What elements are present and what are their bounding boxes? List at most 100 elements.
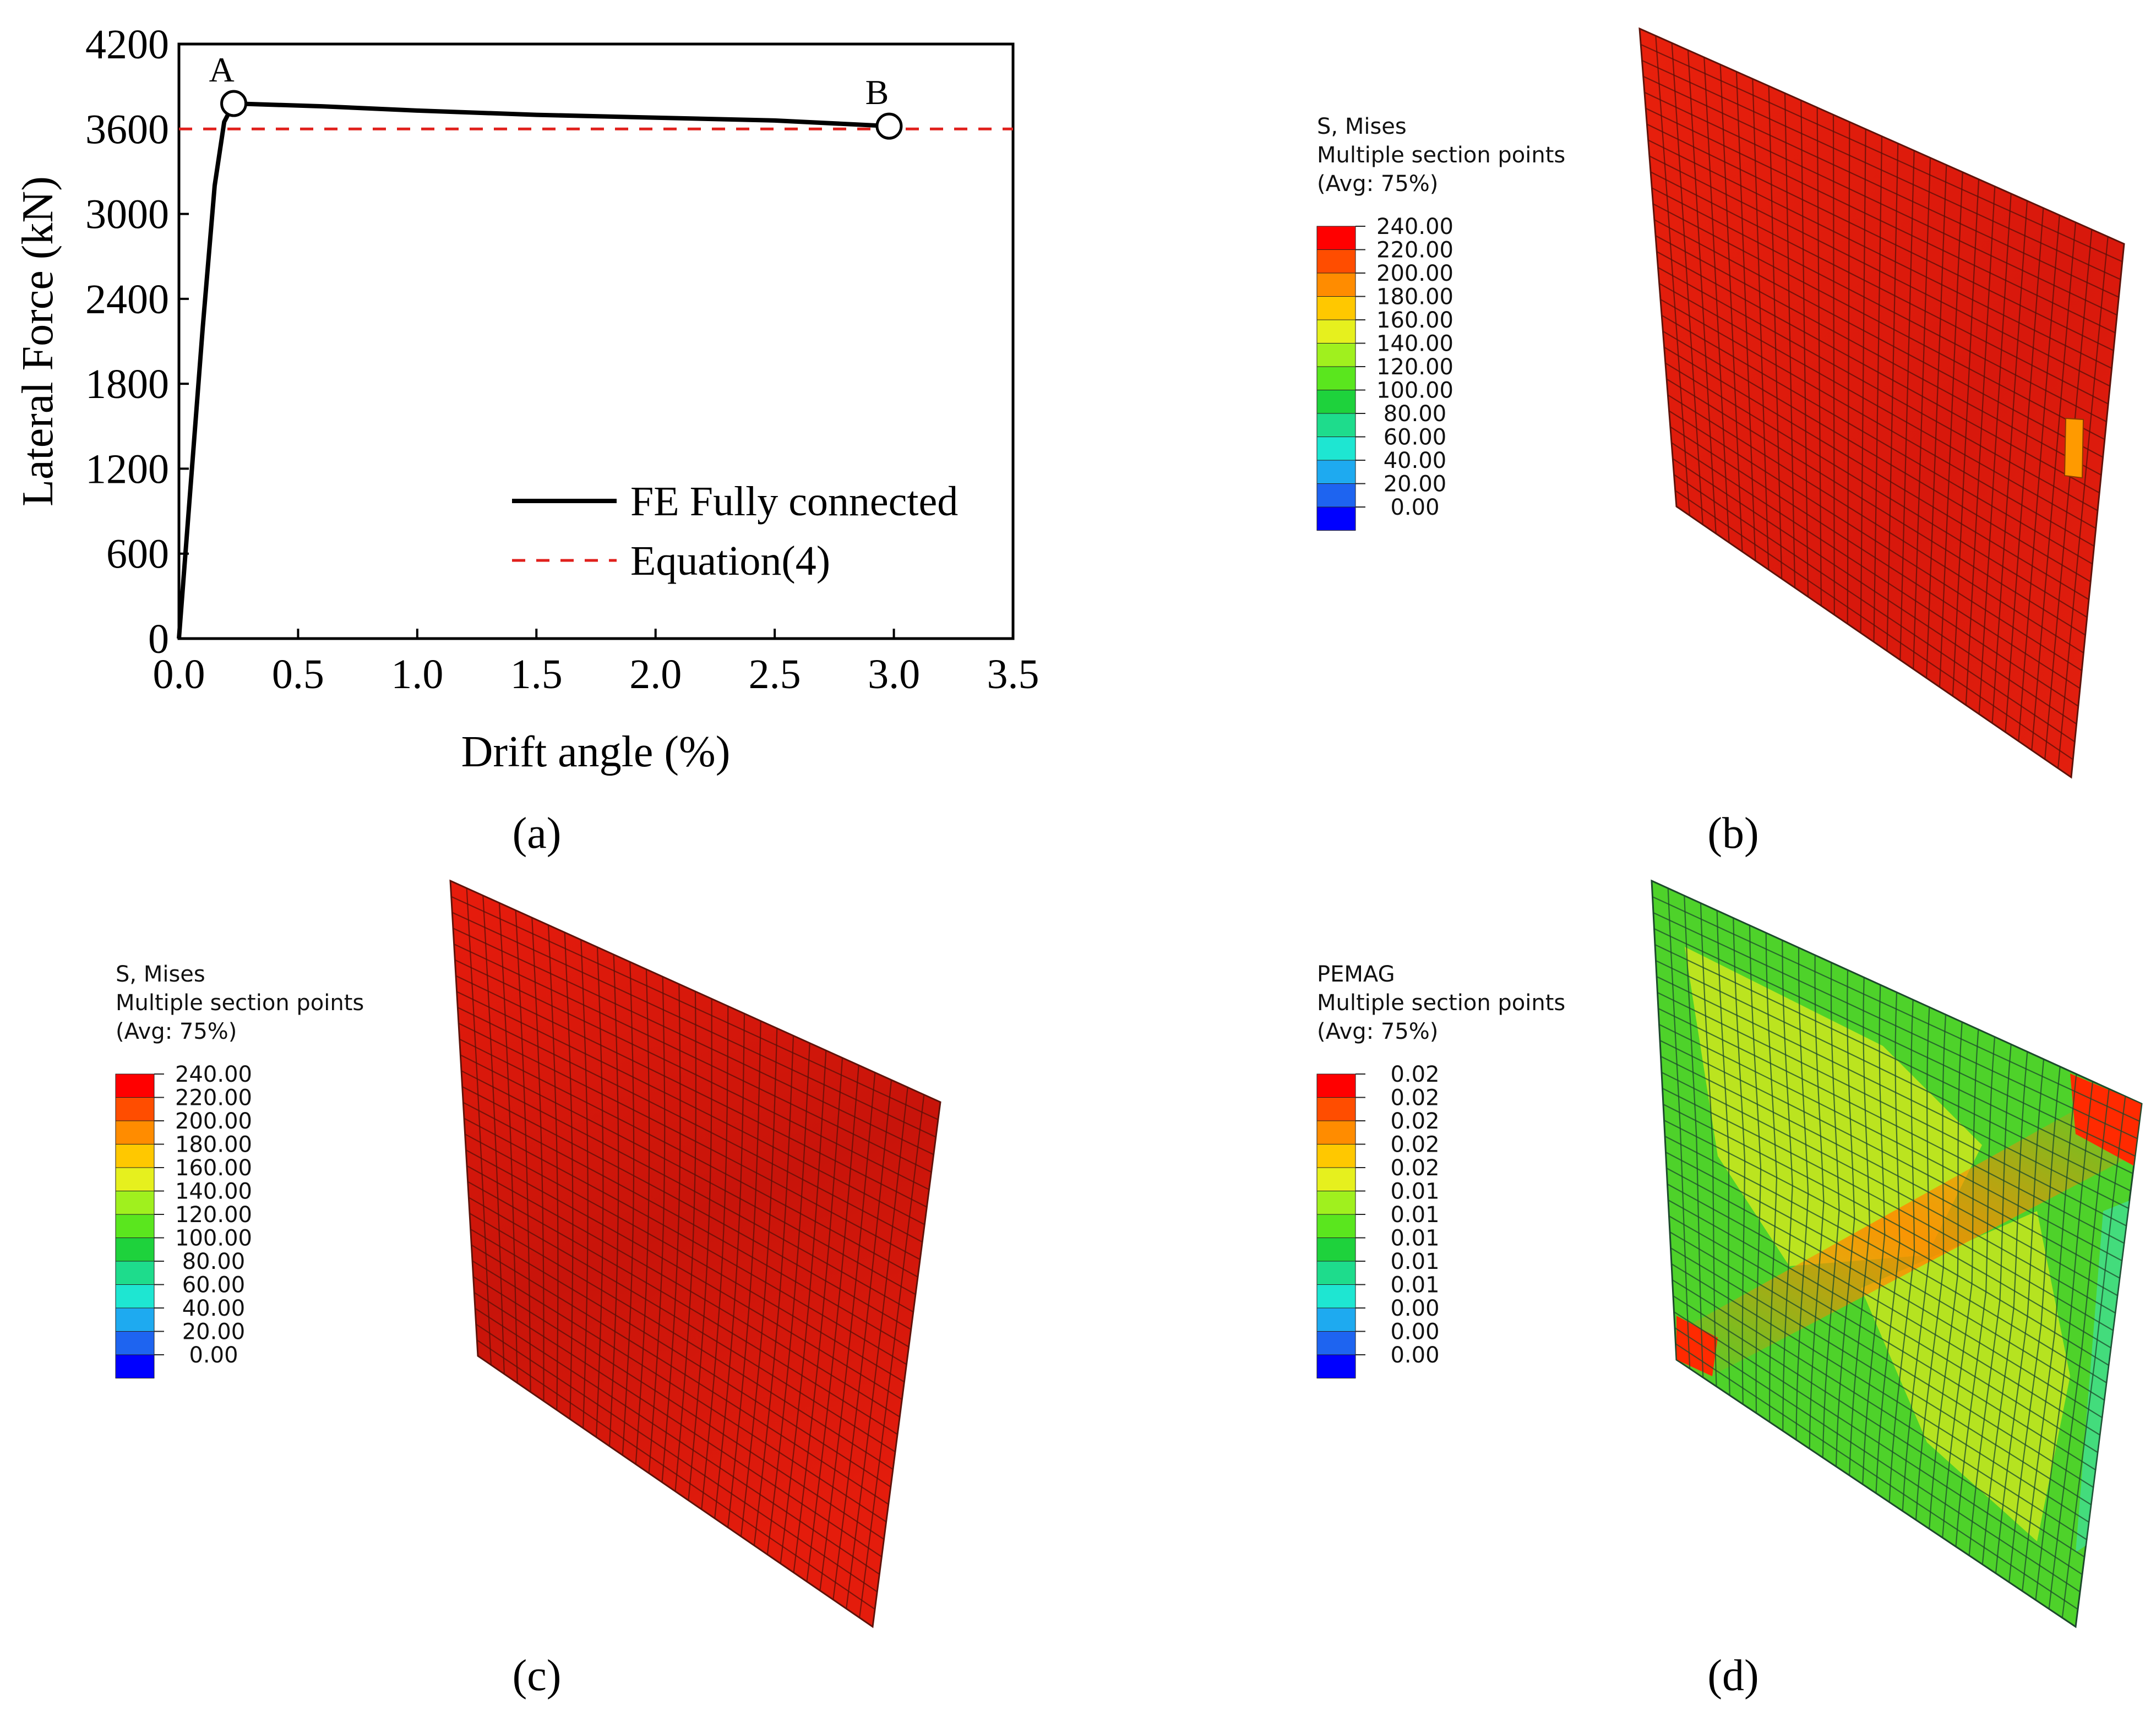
mesh-line-horizontal <box>470 1228 891 1487</box>
mesh-line-horizontal <box>1642 59 2121 280</box>
mesh-line-horizontal <box>460 1054 916 1295</box>
mesh-line-horizontal <box>472 1260 887 1523</box>
legend-swatch <box>1316 483 1356 508</box>
mesh-line-horizontal <box>1648 139 2113 369</box>
mesh-line-horizontal <box>1675 1343 2078 1610</box>
legend-swatch <box>1316 437 1356 461</box>
mesh-line-horizontal <box>465 1133 905 1383</box>
mesh-line-horizontal <box>1670 1247 2092 1506</box>
point-marker-b <box>875 112 903 140</box>
legend-swatch <box>115 1191 155 1215</box>
mesh-plate-d <box>1651 879 2143 1628</box>
mesh-line-horizontal <box>1667 394 2084 653</box>
mesh-line-horizontal <box>1649 155 2110 387</box>
legend-swatch <box>1316 296 1356 320</box>
legend-swatch <box>1316 1167 1356 1191</box>
yield-spot-b <box>2064 417 2084 479</box>
x-tick-label: 1.0 <box>391 651 443 697</box>
legend-value: 80.00 <box>1384 401 1447 427</box>
legend-value: 0.00 <box>1390 495 1439 520</box>
contour-legend-c: S, Mises Multiple section points (Avg: 75%… <box>115 962 364 1378</box>
legend-swatch <box>1316 460 1356 484</box>
mesh-line-horizontal <box>1653 203 2105 440</box>
legend-value: 160.00 <box>175 1155 252 1181</box>
mesh-line-horizontal <box>1657 267 2098 511</box>
mesh-line-horizontal <box>465 1149 902 1400</box>
legend-value: 0.00 <box>1390 1320 1439 1345</box>
mesh-line-horizontal <box>473 1291 883 1557</box>
mesh-line-horizontal <box>466 1165 900 1418</box>
y-tick-label: 0 <box>148 616 169 662</box>
mesh-line-horizontal <box>456 991 925 1225</box>
mesh-line-horizontal <box>1639 28 2125 245</box>
mesh-line-horizontal <box>450 880 941 1103</box>
legend-title-line: S, Mises <box>116 962 205 987</box>
mesh-line-horizontal <box>1661 314 2093 565</box>
mesh-line-horizontal <box>476 1339 875 1610</box>
x-tick-label: 3.0 <box>868 651 920 697</box>
y-axis-ticks: 0 600 1200 1800 2400 3000 3600 4200 <box>85 21 189 662</box>
y-tick-label: 1800 <box>85 361 169 407</box>
legend-swatch <box>115 1261 155 1285</box>
mesh-line-horizontal <box>461 1070 914 1313</box>
legend-swatch <box>1316 226 1356 250</box>
legend-value: 160.00 <box>1376 308 1453 333</box>
mesh-line-horizontal <box>1666 1168 2103 1418</box>
y-tick-label: 3000 <box>85 192 169 238</box>
mesh-line-horizontal <box>1654 928 2136 1157</box>
mesh-grid-d <box>1651 880 2143 1627</box>
mesh-line-horizontal <box>454 959 929 1190</box>
mesh-line-horizontal <box>1664 346 2089 600</box>
mesh-line-horizontal <box>1674 1327 2081 1593</box>
mesh-line-horizontal <box>1651 880 2142 1105</box>
legend-value: 0.00 <box>1390 1343 1439 1368</box>
legend-value: 0.02 <box>1390 1086 1439 1111</box>
legend-value: 0.01 <box>1390 1179 1439 1204</box>
mesh-line-horizontal <box>1643 75 2119 298</box>
panel-c-contour: S, Mises Multiple section points (Avg: 75%… <box>115 879 941 1700</box>
mesh-line-horizontal <box>1645 107 2116 334</box>
mesh-line-horizontal <box>1675 490 2073 760</box>
mesh-line-horizontal <box>1664 1120 2109 1366</box>
y-tick-label: 4200 <box>85 21 169 68</box>
legend-swatch <box>115 1120 155 1144</box>
legend-value: 220.00 <box>175 1086 252 1111</box>
legend-swatch <box>1316 1238 1356 1262</box>
x-tick-label: 1.5 <box>510 651 563 697</box>
legend-swatch <box>115 1284 155 1309</box>
legend-value: 180.00 <box>175 1132 252 1158</box>
mesh-line-horizontal <box>1659 1040 2120 1279</box>
mesh-plate-c <box>449 879 941 1628</box>
mesh-line-horizontal <box>1660 1056 2118 1296</box>
legend-value: 140.00 <box>175 1179 252 1204</box>
mesh-line-horizontal <box>1665 1152 2105 1401</box>
legend-swatch <box>1316 272 1356 297</box>
legend-value: 140.00 <box>1376 331 1453 357</box>
legend-value: 120.00 <box>175 1202 252 1228</box>
y-tick-label: 2400 <box>85 276 169 323</box>
mesh-line-horizontal <box>464 1118 907 1365</box>
mesh-grid-b <box>1638 28 2125 778</box>
mesh-line-horizontal <box>1656 960 2131 1192</box>
mesh-line-horizontal <box>1662 330 2091 582</box>
mesh-line-horizontal <box>1659 282 2097 529</box>
legend-value: 220.00 <box>1376 238 1453 263</box>
legend-value: 0.01 <box>1390 1226 1439 1251</box>
mesh-line-horizontal <box>451 912 937 1138</box>
y-tick-label: 1200 <box>85 446 169 492</box>
mesh-line-horizontal <box>1644 91 2117 316</box>
panel-label-d: (d) <box>1707 1651 1758 1700</box>
legend-title-line: PEMAG <box>1317 962 1395 987</box>
legend-swatch <box>115 1144 155 1168</box>
mesh-line-horizontal <box>1654 944 2133 1174</box>
legend-value: 0.01 <box>1390 1202 1439 1228</box>
mesh-line-horizontal <box>1669 410 2082 672</box>
mesh-line-horizontal <box>1655 235 2101 476</box>
mesh-line-horizontal <box>1673 474 2076 743</box>
contour-legend-b: S, Mises Multiple section points (Avg: 75%… <box>1316 114 1565 531</box>
mesh-line-horizontal <box>1671 1263 2089 1523</box>
mesh-grid-c <box>449 880 941 1627</box>
legend-swatch <box>1316 1144 1356 1168</box>
legend-title-line: (Avg: 75%) <box>1317 171 1438 197</box>
